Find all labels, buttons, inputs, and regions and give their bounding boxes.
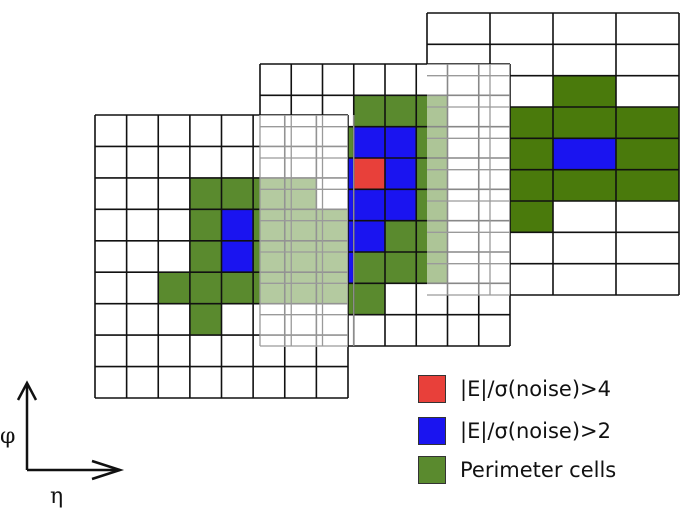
- cell-perimeter: [189, 272, 222, 304]
- cell-perimeter: [385, 95, 417, 127]
- legend-swatch-medium: [418, 417, 446, 445]
- cell-medium-significance: [353, 189, 385, 221]
- phi-arrow-head: [16, 380, 38, 401]
- legend-item-medium: |E|/σ(noise)>2: [418, 414, 611, 448]
- cell-perimeter: [616, 138, 679, 170]
- eta-arrow-head: [91, 459, 125, 481]
- legend-item-perimeter: Perimeter cells: [418, 453, 616, 487]
- axis-arrows: [16, 380, 125, 481]
- overlap-wash-middle: [427, 64, 510, 295]
- cell-medium-significance: [553, 138, 616, 170]
- cell-perimeter: [616, 107, 679, 139]
- cell-perimeter: [353, 252, 385, 284]
- cell-high-significance: [353, 158, 385, 190]
- cell-perimeter: [353, 95, 385, 127]
- cell-perimeter: [189, 240, 222, 273]
- legend-label-perimeter: Perimeter cells: [460, 458, 617, 482]
- eta-axis-label: η: [50, 484, 64, 509]
- cell-perimeter: [189, 177, 222, 210]
- cell-perimeter: [189, 209, 222, 241]
- cell-medium-significance: [353, 126, 385, 158]
- cell-perimeter: [616, 169, 679, 201]
- cell-perimeter: [553, 107, 616, 139]
- legend-label-medium: |E|/σ(noise)>2: [460, 419, 611, 443]
- cell-perimeter: [385, 252, 417, 284]
- cell-medium-significance: [353, 220, 385, 252]
- legend-item-high: |E|/σ(noise)>4: [418, 372, 611, 406]
- cell-perimeter: [189, 303, 222, 336]
- cell-perimeter: [553, 169, 616, 201]
- cell-perimeter: [158, 272, 190, 304]
- cell-medium-significance: [221, 240, 254, 273]
- legend-swatch-perimeter: [418, 456, 446, 484]
- cell-perimeter: [553, 75, 616, 107]
- phi-axis-label: φ: [0, 424, 16, 449]
- cell-perimeter: [221, 177, 254, 210]
- cell-medium-significance: [385, 158, 417, 190]
- legend-swatch-high: [418, 375, 446, 403]
- legend-label-high: |E|/σ(noise)>4: [460, 377, 611, 401]
- cell-perimeter: [385, 220, 417, 252]
- overlap-wash-front: [260, 115, 348, 347]
- cell-perimeter: [221, 272, 254, 304]
- cell-medium-significance: [221, 209, 254, 241]
- cell-medium-significance: [385, 189, 417, 221]
- overlap-ghost: [259, 64, 510, 347]
- cell-medium-significance: [385, 126, 417, 158]
- cell-perimeter: [353, 283, 385, 315]
